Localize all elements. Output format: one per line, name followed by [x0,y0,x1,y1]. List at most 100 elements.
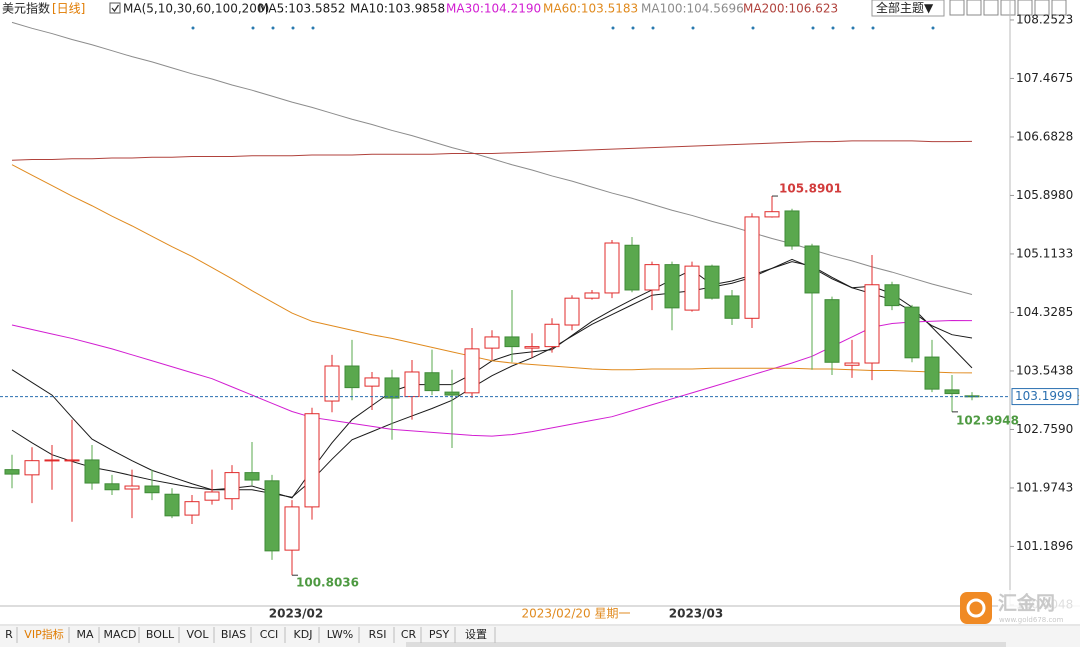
logo-icon [960,592,992,624]
x-tick-label: 2023/03 [669,607,723,621]
candle-body [204,491,220,501]
candle-body [184,501,200,516]
icon[interactable] [1034,0,1050,16]
low-label: 102.9948 [956,413,1019,427]
toolbar-tab[interactable]: RSI [369,628,387,641]
theme-button-label[interactable]: 全部主题▼ [876,0,934,15]
candle-body [684,265,700,311]
candle-body [284,506,300,551]
event-dot [871,26,875,30]
candle-body [124,485,140,490]
legend-entry: MA5:103.5852 [258,2,346,16]
candle-body [824,299,840,363]
toolbar-tab[interactable]: 设置 [465,628,487,641]
icon[interactable] [983,0,999,16]
toolbar [0,626,1080,647]
event-dot [191,26,195,30]
y-tick-label: 104.3285 [1016,305,1073,319]
candle-body [504,336,520,348]
candle-body [164,493,180,517]
event-dot [311,26,315,30]
candle-body [444,391,460,396]
toolbar-tab[interactable]: MA [76,628,93,641]
candle-body [64,459,80,462]
tool-icons[interactable] [949,0,1067,16]
candle-body [904,306,920,359]
candle-body [44,459,60,462]
high-label: 105.8901 [779,182,842,196]
event-dot [811,26,815,30]
candle-body [924,356,940,390]
candle-body [304,413,320,508]
candle-body [884,284,900,307]
event-dot [931,26,935,30]
candle-body [104,483,120,491]
candle-body [224,472,240,500]
event-dot [291,26,295,30]
candle-body [704,265,720,299]
toolbar-tab[interactable]: CR [401,628,417,641]
y-tick-label: 107.4675 [1016,71,1073,85]
candle-body [384,377,400,399]
toolbar-tab[interactable]: BOLL [146,628,175,641]
candle-body [324,365,340,402]
toolbar-tab[interactable]: LW% [327,628,353,641]
candle-body [944,389,960,395]
candle-body [544,323,560,348]
toolbar-tab[interactable]: VIP指标 [24,627,63,641]
theme-button[interactable] [871,0,945,17]
icon[interactable] [1017,0,1033,16]
ma-line [11,140,973,161]
y-tick-label: 101.1896 [1016,539,1073,553]
candle-body [624,244,640,291]
toolbar-tab[interactable]: PSY [429,628,450,641]
candle-body [864,284,880,364]
event-dot [831,26,835,30]
candle-body [764,211,780,218]
candle-body [804,245,820,294]
event-dot [751,26,755,30]
period[interactable]: [日线] [52,2,85,16]
toolbar-tab[interactable]: MACD [104,628,137,641]
icon[interactable] [966,0,982,16]
logo-url: www.gold678.com [999,616,1064,624]
candle-body [584,292,600,299]
candle-body [844,362,860,366]
event-dot [691,26,695,30]
toolbar-tab[interactable]: VOL [186,628,209,641]
event-dot [611,26,615,30]
event-dot [631,26,635,30]
toolbar-tab[interactable]: CCI [260,628,279,641]
event-dot [851,26,855,30]
chart-title: 美元指数 [2,1,50,16]
last-price-box [1011,388,1079,406]
icon[interactable] [1051,0,1067,16]
candle-body [564,297,580,326]
y-tick-label: 101.9743 [1016,480,1073,494]
candle-body [344,365,360,389]
checkbox[interactable] [109,2,121,14]
event-dot [251,26,255,30]
candle-body [4,469,20,475]
last-price-label: 103.1999 [1015,389,1072,403]
logo-bg [998,590,1080,624]
y-tick-label: 105.8980 [1016,188,1073,202]
scrollbar[interactable] [406,642,1006,647]
candle-body [84,459,100,484]
crosshair-label: 2023/02/20 星期一 [522,607,631,621]
toolbar-tab[interactable]: R [5,628,13,641]
toolbar-tab[interactable]: BIAS [221,628,246,641]
candle-body [264,480,280,552]
icon[interactable] [949,0,965,16]
candle-body [244,472,260,481]
toolbar-tab[interactable]: KDJ [294,628,313,641]
icon[interactable] [1000,0,1016,16]
y-tick-label: 103.5438 [1016,363,1073,377]
candle-body [784,210,800,247]
candle-body [724,295,740,319]
x-tick-label: 2023/02 [269,607,323,621]
candle-body [484,336,500,349]
legend-entry: MA10:103.9858 [350,2,445,16]
